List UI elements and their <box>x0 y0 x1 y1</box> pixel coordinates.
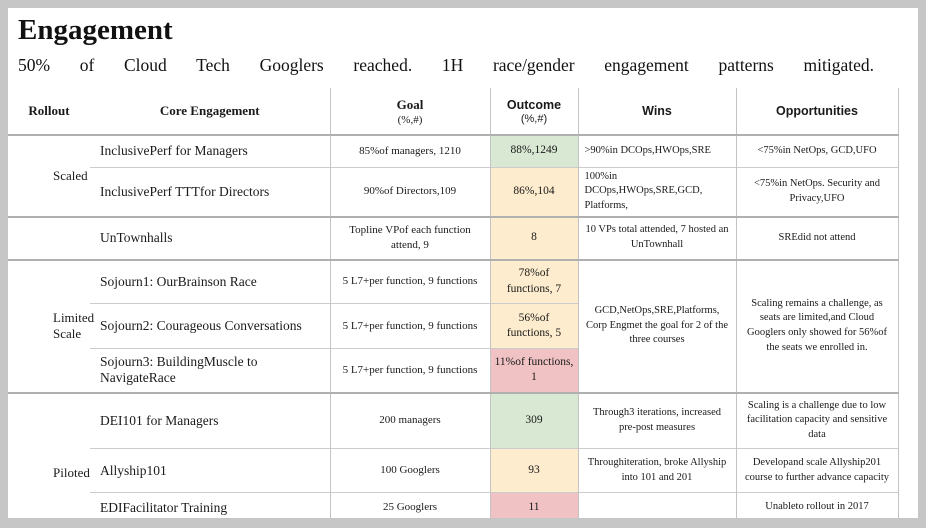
opportunities-cell: <75%in NetOps, GCD,UFO <box>735 135 899 167</box>
goal-cell: 25 Googlers <box>329 492 490 518</box>
core-engagement-cell: UnTownhalls <box>90 215 330 260</box>
table-row: UnTownhalls Topline VPof each function a… <box>8 215 899 260</box>
opportunities-cell-merged: Scaling remains a challenge, as seats ar… <box>735 258 899 393</box>
goal-cell: 90%of Directors,109 <box>329 166 490 217</box>
page-title: Engagement <box>18 14 173 46</box>
slide-page: Engagement 50% of Cloud Tech Googlers re… <box>8 8 918 518</box>
col-header-goal-sub: (%,#) <box>397 113 423 126</box>
rollout-cell-scaled: Scaled <box>53 167 88 183</box>
col-header-outcome-label: Outcome <box>506 97 562 112</box>
table-row: Sojourn2: Courageous Conversations 5 L7+… <box>8 303 898 349</box>
rollout-cell-piloted: Piloted <box>8 391 90 518</box>
outcome-cell: 8 <box>489 215 579 260</box>
opportunities-cell: <75%in NetOps. Security and Privacy,UFO <box>735 166 899 217</box>
table-row: Limited Scale Sojourn1: OurBrainson Race… <box>8 258 899 393</box>
table-row: Sojourn3: BuildingMuscle to NavigateRace… <box>8 348 898 393</box>
col-header-goal: Goal (%,#) <box>329 88 490 136</box>
engagement-table: Rollout Core Engagement Goal (%,#) Outco… <box>8 88 899 518</box>
opportunities-cell: Developand scale Allyship201 course to f… <box>735 448 899 493</box>
outcome-cell: 309 <box>489 391 579 449</box>
outcome-cell: 78%of functions, 7 <box>489 258 579 304</box>
wins-cell: 10 VPs total attended, 7 hosted an UnTow… <box>578 215 736 260</box>
outcome-cell: 93 <box>489 448 579 493</box>
table-row: EDIFacilitator Training 25 Googlers 11 U… <box>8 492 899 518</box>
wins-cell: Through3 iterations, increased pre-post … <box>578 391 736 449</box>
goal-cell: 5 L7+per function, 9 functions <box>329 303 490 349</box>
rollout-cell-limited-scale: Limited Scale <box>8 258 94 393</box>
outcome-cell: 11 <box>489 492 579 518</box>
col-header-outcome: Outcome (%,#) <box>489 88 579 136</box>
table-row: Allyship101 100 Googlers 93 Throughitera… <box>8 448 899 493</box>
core-engagement-cell: EDIFacilitator Training <box>90 492 330 518</box>
opportunities-cell: SREdid not attend <box>735 215 899 260</box>
outcome-cell: 11%of functions, 1 <box>489 348 579 393</box>
wins-cell <box>578 492 736 518</box>
table-row: Scaled InclusivePerf for Managers 85%of … <box>8 135 899 183</box>
core-engagement-cell: Sojourn1: OurBrainson Race <box>90 258 330 304</box>
core-engagement-cell: InclusivePerf TTTfor Directors <box>90 166 330 217</box>
page-subtitle: 50% of Cloud Tech Googlers reached. 1H r… <box>18 55 874 75</box>
goal-cell: 5 L7+per function, 9 functions <box>329 348 490 393</box>
table-row: Piloted DEI101 for Managers 200 managers… <box>8 391 899 518</box>
col-header-wins: Wins <box>578 88 736 136</box>
outcome-cell: 86%,104 <box>489 166 579 217</box>
col-header-core-engagement: Core Engagement <box>90 88 330 136</box>
opportunities-cell: Scaling is a challenge due to low facili… <box>735 391 899 449</box>
wins-cell: Throughiteration, broke Allyship into 10… <box>578 448 736 493</box>
col-header-goal-label: Goal <box>396 96 424 112</box>
goal-cell: 200 managers <box>329 391 490 449</box>
table-header-row: Rollout Core Engagement Goal (%,#) Outco… <box>8 88 899 136</box>
table-row: InclusivePerf TTTfor Directors 90%of Dir… <box>8 166 899 217</box>
col-header-outcome-sub: (%,#) <box>520 112 548 125</box>
core-engagement-cell: InclusivePerf for Managers <box>100 143 248 159</box>
goal-cell: 100 Googlers <box>329 448 490 493</box>
goal-cell: 85%of managers, 1210 <box>329 135 490 167</box>
wins-cell-merged: GCD,NetOps,SRE,Platforms, Corp Engmet th… <box>578 258 736 393</box>
core-engagement-cell: Sojourn2: Courageous Conversations <box>90 303 330 349</box>
rollout-cell-empty <box>8 215 90 260</box>
wins-cell: >90%in DCOps,HWOps,SRE <box>584 144 711 156</box>
opportunities-cell: Unableto rollout in 2017 <box>735 492 899 518</box>
col-header-rollout: Rollout <box>8 88 90 136</box>
goal-cell: Topline VPof each function attend, 9 <box>329 215 490 260</box>
col-header-opportunities: Opportunities <box>735 88 899 136</box>
core-engagement-cell: Sojourn3: BuildingMuscle to NavigateRace <box>90 348 330 393</box>
wins-cell: 100%in DCOps,HWOps,SRE,GCD, Platforms, <box>578 166 736 217</box>
core-engagement-cell: Allyship101 <box>90 448 330 493</box>
goal-cell: 5 L7+per function, 9 functions <box>329 258 490 304</box>
outcome-cell: 56%of functions, 5 <box>489 303 579 349</box>
outcome-cell: 88%,1249 <box>489 135 579 167</box>
core-engagement-cell: DEI101 for Managers <box>90 391 330 449</box>
